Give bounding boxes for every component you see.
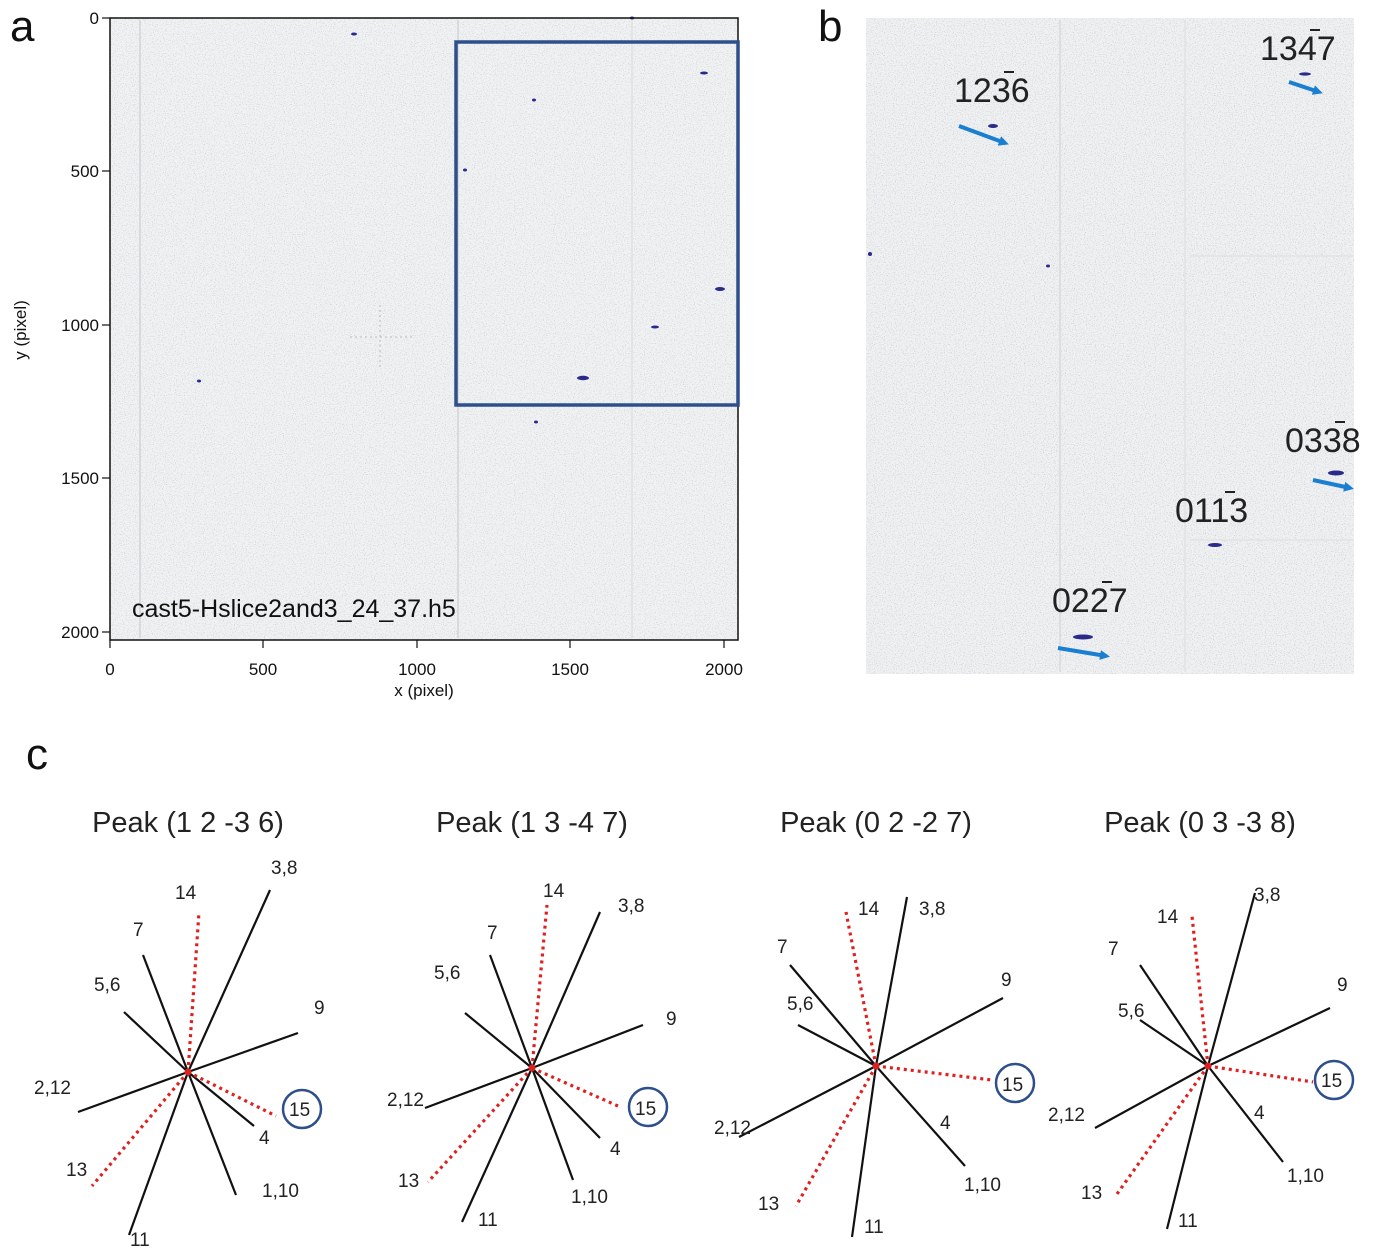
- peak-diagram-2: Peak (1 3 -4 7) 14 3,8 7 5,6 9 2,12 15 4: [387, 807, 677, 1231]
- detector-image-a: [110, 16, 738, 640]
- detector-image-b: [866, 18, 1354, 674]
- ray-label: 4: [940, 1113, 951, 1134]
- ray-label: 13: [758, 1194, 779, 1215]
- selection-box: [454, 40, 740, 407]
- ray-label: 15: [635, 1099, 656, 1120]
- ray-label: 15: [1321, 1071, 1342, 1092]
- panel-a-letter: a: [10, 2, 35, 51]
- ray-label: 3,8: [1254, 885, 1280, 906]
- ray-label: 9: [1337, 975, 1348, 996]
- ray-label: 13: [66, 1160, 87, 1181]
- arrow-1347: [1288, 80, 1323, 95]
- miller-labels: 1236 1347 0338 0113 0227: [954, 29, 1361, 620]
- x-axis-label-a: x (pixel): [394, 681, 454, 700]
- peak-title: Peak (0 2 -2 7): [780, 807, 972, 839]
- panel-c-letter: c: [26, 730, 48, 779]
- ray-label: 11: [1178, 1211, 1198, 1232]
- ray-label: 5,6: [94, 975, 120, 996]
- ray-label: 5,6: [434, 963, 460, 984]
- y-tick-label: 500: [71, 162, 99, 181]
- filename-label: cast5-Hslice2and3_24_37.h5: [132, 595, 456, 623]
- y-tick-label: 1000: [61, 316, 99, 335]
- ray-label: 14: [543, 881, 565, 902]
- y-tick-label: 2000: [61, 623, 99, 642]
- ray-label: 1,10: [964, 1175, 1001, 1196]
- highlight-circle: [1313, 1059, 1355, 1101]
- y-ticks-a: [102, 17, 110, 633]
- highlight-circle: [994, 1062, 1036, 1104]
- peak-diagram-1: Peak (1 2 -3 6) 14 3,8 7 5,6 9 2,12 15 4: [34, 807, 325, 1251]
- label-1347: 1347: [1260, 29, 1336, 68]
- arrows-b: [958, 80, 1354, 660]
- highlight-circle: [627, 1086, 669, 1128]
- ray-label: 9: [666, 1009, 677, 1030]
- svg-text:0338: 0338: [1285, 422, 1361, 460]
- x-tick-label: 500: [249, 660, 277, 679]
- label-1236: 1236: [954, 71, 1030, 110]
- ray-label: 13: [1081, 1183, 1102, 1204]
- arrow-0338: [1312, 478, 1354, 492]
- highlight-circle: [281, 1088, 323, 1130]
- diffraction-spots-b: [868, 72, 1344, 640]
- label-0113: 0113: [1175, 491, 1248, 530]
- ray-label: 15: [289, 1100, 310, 1121]
- arrow-0227: [1057, 646, 1110, 660]
- svg-text:0227: 0227: [1052, 582, 1128, 620]
- panel-b-letter: b: [818, 2, 843, 51]
- ray-label: 14: [1157, 907, 1179, 928]
- y-axis-label-a: y (pixel): [11, 300, 30, 360]
- y-tick-label: 1500: [61, 469, 99, 488]
- ray-label: 11: [478, 1210, 498, 1231]
- ray-label: 2,12: [34, 1078, 71, 1099]
- ray-label: 4: [259, 1128, 270, 1149]
- ray-label: 14: [175, 883, 197, 904]
- ray-label: 3,8: [271, 858, 297, 879]
- peak-title: Peak (0 3 -3 8): [1104, 807, 1296, 839]
- ray-label: 1,10: [1287, 1166, 1324, 1187]
- x-tick-label: 1000: [398, 660, 436, 679]
- label-0338: 0338: [1285, 421, 1361, 460]
- y-tick-label: 0: [90, 9, 99, 28]
- ray-label: 5,6: [787, 994, 813, 1015]
- ray-label: 2,12: [1048, 1105, 1085, 1126]
- ray-label: 7: [487, 923, 498, 944]
- x-tick-label: 0: [105, 660, 114, 679]
- ray-label: 4: [1254, 1103, 1265, 1124]
- x-tick-label: 1500: [551, 660, 589, 679]
- x-tick-label: 2000: [705, 660, 743, 679]
- ray-label: 2,12: [387, 1090, 424, 1111]
- svg-text:1347: 1347: [1260, 30, 1336, 68]
- ray-label: 11: [130, 1230, 150, 1251]
- arrow-1236: [958, 124, 1009, 146]
- peak-diagram-3: Peak (0 2 -2 7) 14 3,8 7 5,6 9 15 2,12 4: [714, 807, 1036, 1238]
- ray-label: 3,8: [618, 896, 644, 917]
- ray-label: 1,10: [262, 1181, 299, 1202]
- ray-label: 7: [1108, 939, 1119, 960]
- ray-label: 9: [1001, 970, 1012, 991]
- svg-text:1236: 1236: [954, 72, 1030, 110]
- ray-label: 14: [858, 899, 880, 920]
- ray-label: 7: [133, 920, 144, 941]
- ray-label: 2,12: [714, 1118, 751, 1139]
- ray-label: 11: [864, 1217, 884, 1238]
- ray-label: 1,10: [571, 1187, 608, 1208]
- label-0227: 0227: [1052, 581, 1128, 620]
- peak-diagram-4: Peak (0 3 -3 8) 14 3,8 7 5,6 9 15 2,12 4: [1048, 807, 1355, 1232]
- peak-title: Peak (1 2 -3 6): [92, 807, 284, 839]
- ray-label: 13: [398, 1171, 419, 1192]
- ray-label: 5,6: [1118, 1001, 1144, 1022]
- ray-label: 7: [777, 937, 788, 958]
- svg-text:0113: 0113: [1175, 492, 1248, 530]
- ray-label: 4: [610, 1139, 621, 1160]
- ray-label: 15: [1002, 1075, 1023, 1096]
- x-ticks-a: [109, 640, 725, 648]
- ray-label: 9: [314, 998, 325, 1019]
- ray-label: 3,8: [919, 899, 945, 920]
- peak-title: Peak (1 3 -4 7): [436, 807, 628, 839]
